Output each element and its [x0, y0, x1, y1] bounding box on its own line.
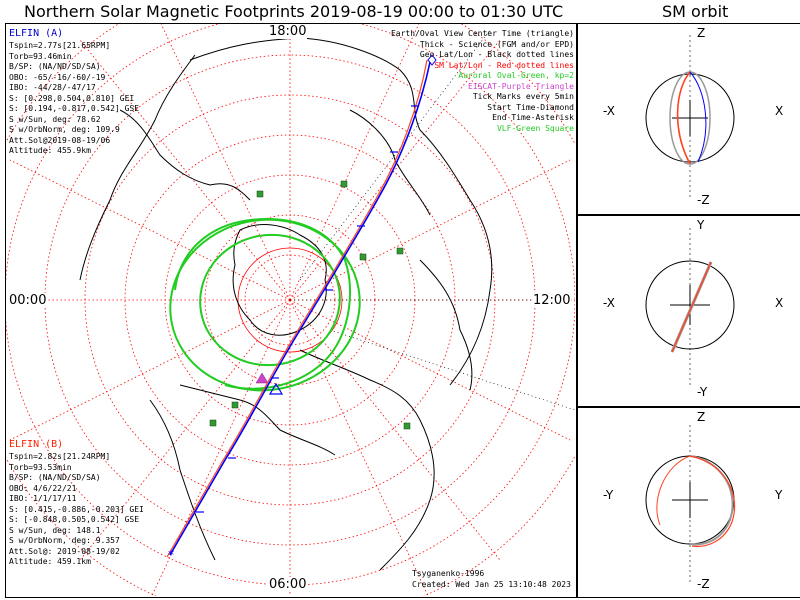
- legend-item: EISCAT-Purple Triangle: [468, 81, 574, 91]
- elfin-b-info-line: Tspin=2.82s[21.24RPM]: [9, 452, 111, 461]
- clock-label-bottom: 06:00: [268, 577, 308, 592]
- elfin-a-ticks: [196, 105, 419, 513]
- clock-label-right: 12:00: [532, 293, 572, 308]
- sm-orbit-title: SM orbit: [662, 2, 729, 21]
- legend-item: Auroral Oval-Green, kp=2: [458, 71, 574, 80]
- elfin-b-info-line: IBO: 1/1/17/11: [9, 494, 77, 503]
- plot-title: Northern Solar Magnetic Footprints 2019-…: [24, 2, 564, 21]
- legend-item: Geo Lat/Lon - Black dotted lines: [419, 50, 574, 59]
- legend-item: Start Time-Diamond: [487, 102, 574, 112]
- elfin-b-info-line: S: [0.415,-0.886,-0.203] GEI: [9, 504, 144, 514]
- legend-item: VLF-Green Square: [496, 123, 574, 133]
- model-credit: Tsyganenko-1996: [412, 569, 485, 578]
- elfin-a-info-line: Torb=93.46min: [9, 51, 72, 61]
- legend-item: SM Lat/Lon - Red dotted lines: [434, 60, 574, 70]
- elfin-a-info: Tspin=2.77s[21.65RPM] Torb=93.46min B/SP…: [9, 41, 139, 157]
- sm-axis-label: Z: [697, 26, 706, 40]
- elfin-a-info-line: S w/Sun, deg: 78.62: [9, 114, 101, 124]
- footprint-map-frame: [5, 23, 577, 598]
- elfin-a-info-line: Altitude: 455.9km: [9, 146, 91, 155]
- elfin-a-info-line: S: [0.194,-0.817,0.542] GSE: [9, 104, 140, 113]
- clock-label-left: 00:00: [8, 293, 48, 308]
- elfin-b-name: ELFIN (B): [9, 439, 64, 450]
- vlf-squares: [209, 180, 411, 430]
- sm-axis-label: -Z: [697, 193, 710, 207]
- elfin-b-info-line: S w/OrbNorm, deg: 9.357: [9, 536, 120, 545]
- end-asterisk: *: [168, 548, 174, 562]
- elfin-a-track: [169, 61, 431, 556]
- sm-axis-label: Z: [697, 410, 706, 424]
- elfin-b-info-line: S: [-0.848,0.505,0.542] GSE: [9, 515, 140, 524]
- eiscat-triangle: [255, 372, 269, 384]
- sm-orbit-xz: [645, 35, 735, 200]
- sm-axis-label: X: [775, 104, 784, 118]
- sm-axis-label: X: [775, 296, 784, 310]
- sm-axis-label: Y: [697, 218, 705, 232]
- sm-axis-label: -Z: [697, 577, 710, 591]
- elfin-b-info-line: S w/Sun, deg: 148.1: [9, 525, 101, 535]
- sm-panel-xy: [577, 214, 800, 408]
- sm-panel-xz: [577, 23, 800, 216]
- sm-axis-label: Y: [775, 488, 783, 502]
- elfin-a-info-line: S: [0.298,0.504,0.810] GEI: [9, 93, 135, 103]
- sm-panel-yz: [577, 406, 800, 598]
- sm-axis-label: -X: [603, 104, 615, 118]
- elfin-b-track: [166, 59, 428, 558]
- elfin-a-info-line: IBO: -44/28/-47/17: [9, 83, 96, 92]
- elfin-b-info-line: Altitude: 459.1km: [9, 557, 91, 566]
- elfin-b-info-line: Torb=93.53min: [9, 462, 72, 472]
- created-timestamp: Created: Wed Jan 25 13:10:48 2023: [412, 580, 571, 589]
- elfin-a-info-line: Att.Sol@2019-08-19/06: [9, 135, 111, 145]
- legend-item: Tick Marks every 5min: [472, 92, 574, 101]
- sm-axis-label: -Y: [603, 488, 614, 502]
- elfin-a-info-line: Tspin=2.77s[21.65RPM]: [9, 41, 111, 50]
- legend-item: Earth/Oval View Center Time (triangle): [390, 29, 574, 38]
- elfin-b-info-line: OBO: 4/6/22/21: [9, 483, 77, 493]
- sm-orbit-xy: [645, 228, 735, 385]
- elfin-a-name: ELFIN (A): [9, 28, 64, 39]
- elfin-b-info-line: B/SP: (NA/ND/SD/SA): [9, 473, 101, 482]
- sm-axis-label: -Y: [697, 385, 708, 399]
- elfin-b-info-line: Att.Sol@: 2019-08-19/02: [9, 546, 120, 556]
- legend-item: Thick - Science (FGM and/or EPD): [419, 39, 574, 49]
- elfin-b-info: Tspin=2.82s[21.24RPM] Torb=93.53min B/SP…: [9, 452, 144, 568]
- clock-label-top: 18:00: [268, 24, 308, 39]
- auroral-oval: [169, 218, 361, 392]
- elfin-a-info-line: B/SP: (NA/ND/SD/SA): [9, 62, 101, 71]
- legend-item: End Time-Asterisk: [492, 113, 574, 122]
- sm-axis-label: -X: [603, 296, 615, 310]
- elfin-a-info-line: S w/OrbNorm, deg: 109.9: [9, 125, 120, 134]
- map-legend: Earth/Oval View Center Time (triangle) T…: [324, 29, 574, 134]
- elfin-a-info-line: OBO: -65/-16/-60/-19: [9, 72, 106, 82]
- sm-orbit-yz: [645, 425, 736, 585]
- start-diamond: [427, 54, 437, 66]
- view-center-triangle: [268, 382, 284, 395]
